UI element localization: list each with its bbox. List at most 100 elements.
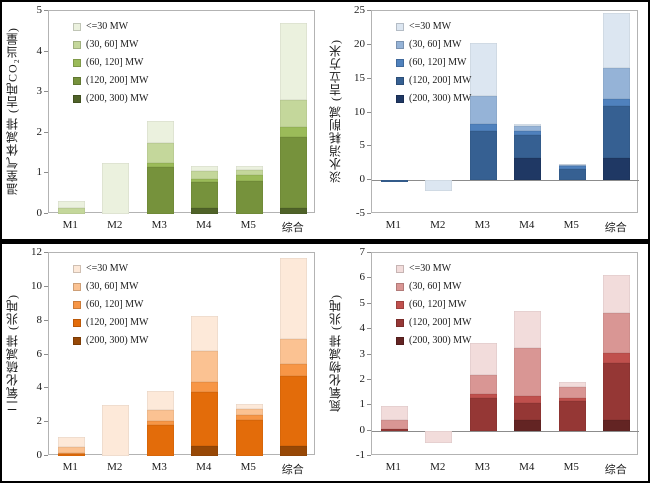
y-tick-label: 7 bbox=[359, 246, 366, 258]
bar-segment bbox=[191, 171, 218, 179]
legend-label: (120, 200] MW bbox=[409, 75, 472, 86]
bar-segment bbox=[381, 428, 408, 431]
legend-swatch bbox=[396, 300, 404, 309]
bar-segment bbox=[147, 390, 174, 411]
y-tick-label: 1 bbox=[359, 398, 366, 411]
legend-swatch bbox=[73, 22, 81, 31]
x-category-label: M2 bbox=[107, 461, 123, 473]
legend-label: (120, 200] MW bbox=[86, 317, 149, 328]
bar-segment bbox=[280, 258, 307, 340]
y-tick-label: 2 bbox=[36, 415, 43, 428]
y-tick-mark bbox=[367, 404, 371, 406]
bar-segment bbox=[236, 420, 263, 456]
bar-segment bbox=[514, 130, 541, 135]
y-axis-title: 温室气体减排 (吉吨CO₂当量) bbox=[5, 27, 20, 196]
bar-segment bbox=[603, 274, 630, 313]
bar-segment bbox=[603, 67, 630, 99]
y-tick-mark bbox=[367, 302, 371, 304]
plot-area: <=30 MW (30, 60] MW (60, 120] MW (120, 200]… bbox=[371, 252, 639, 455]
bar-segment bbox=[147, 167, 174, 214]
bar-segment bbox=[236, 409, 263, 416]
legend-item: (30, 60] MW bbox=[73, 281, 149, 292]
chart-greenhouse-gas: 温室气体减排 (吉吨CO₂当量) <=30 MW (30, 60] MW (60, … bbox=[2, 2, 325, 239]
legend-label: <=30 MW bbox=[86, 21, 129, 32]
y-tick-label: 0 bbox=[36, 207, 43, 219]
legend-label: (200, 300) MW bbox=[409, 335, 472, 346]
bar-segment bbox=[147, 421, 174, 425]
x-category-label: M5 bbox=[240, 219, 256, 231]
bar-segment bbox=[470, 393, 497, 398]
bar-segment bbox=[147, 142, 174, 164]
x-category-label: M3 bbox=[474, 219, 490, 231]
legend-item: (30, 60] MW bbox=[73, 39, 149, 50]
legend-item: (60, 120] MW bbox=[396, 57, 472, 68]
y-tick-label: 0 bbox=[359, 423, 366, 436]
bar-segment bbox=[470, 397, 497, 431]
legend-label: (120, 200] MW bbox=[409, 317, 472, 328]
y-tick-label: 25 bbox=[354, 4, 365, 16]
y-tick-mark bbox=[367, 328, 371, 330]
y-tick-mark bbox=[367, 43, 371, 45]
x-category-label: M4 bbox=[519, 219, 535, 231]
bar-segment bbox=[514, 310, 541, 349]
bar-segment bbox=[147, 410, 174, 422]
legend-swatch bbox=[73, 336, 81, 345]
y-tick-mark bbox=[367, 277, 371, 279]
bar-segment bbox=[280, 23, 307, 101]
legend-item: (30, 60] MW bbox=[396, 281, 472, 292]
y-tick-label: 5 bbox=[36, 4, 43, 16]
y-tick-label: -1 bbox=[355, 449, 365, 461]
y-tick-label: 3 bbox=[36, 85, 43, 98]
y-tick-label: 2 bbox=[359, 372, 366, 385]
bar-segment bbox=[559, 169, 586, 181]
bar-segment bbox=[470, 95, 497, 124]
bar-segment bbox=[280, 363, 307, 376]
legend-item: (120, 200] MW bbox=[73, 75, 149, 86]
bar-segment bbox=[58, 453, 85, 456]
zero-line bbox=[372, 180, 639, 182]
legend-item: (30, 60] MW bbox=[396, 39, 472, 50]
bar-segment bbox=[191, 166, 218, 172]
legend-label: (30, 60] MW bbox=[409, 39, 462, 50]
bar-segment bbox=[58, 436, 85, 447]
y-tick-mark bbox=[44, 421, 48, 423]
y-tick-label: 20 bbox=[354, 37, 365, 50]
legend-item: (60, 120] MW bbox=[396, 299, 472, 310]
bar-segment bbox=[514, 395, 541, 403]
legend-label: (30, 60] MW bbox=[86, 39, 139, 50]
y-tick-mark bbox=[44, 285, 48, 287]
y-tick-mark bbox=[44, 91, 48, 93]
bar-segment bbox=[191, 181, 218, 208]
bar-segment bbox=[280, 375, 307, 446]
bar-segment bbox=[603, 312, 630, 354]
bar-segment bbox=[603, 420, 630, 431]
x-category-label: M5 bbox=[563, 461, 579, 473]
legend-label: (200, 300) MW bbox=[86, 93, 149, 104]
y-tick-label: 6 bbox=[36, 347, 43, 360]
bar-segment bbox=[470, 374, 497, 394]
bar-segment bbox=[236, 170, 263, 176]
legend-item: (200, 300) MW bbox=[73, 335, 149, 346]
legend: <=30 MW (30, 60] MW (60, 120] MW (120, 200]… bbox=[396, 263, 472, 346]
bar-segment bbox=[603, 106, 630, 158]
bar-segment bbox=[470, 343, 497, 375]
y-tick-mark bbox=[44, 213, 48, 214]
x-category-label: M1 bbox=[62, 219, 78, 231]
y-tick-mark bbox=[367, 179, 371, 181]
y-tick-mark bbox=[44, 10, 48, 11]
bar-segment bbox=[514, 124, 541, 127]
y-tick-mark bbox=[44, 252, 48, 253]
legend-swatch bbox=[73, 76, 81, 85]
bar-segment bbox=[559, 387, 586, 398]
bar-segment bbox=[470, 130, 497, 181]
y-tick-label: 5 bbox=[359, 296, 366, 309]
bar-segment bbox=[236, 166, 263, 171]
y-tick-mark bbox=[367, 429, 371, 431]
x-category-label: M2 bbox=[430, 219, 446, 231]
bar-segment bbox=[514, 420, 541, 431]
bar-segment bbox=[58, 207, 85, 214]
legend-label: (30, 60] MW bbox=[409, 281, 462, 292]
chart-freshwater: 淡水消耗削减 (吉立方米) <=30 MW (30, 60] MW (60, 120… bbox=[325, 2, 648, 239]
x-category-label: M3 bbox=[151, 461, 167, 473]
